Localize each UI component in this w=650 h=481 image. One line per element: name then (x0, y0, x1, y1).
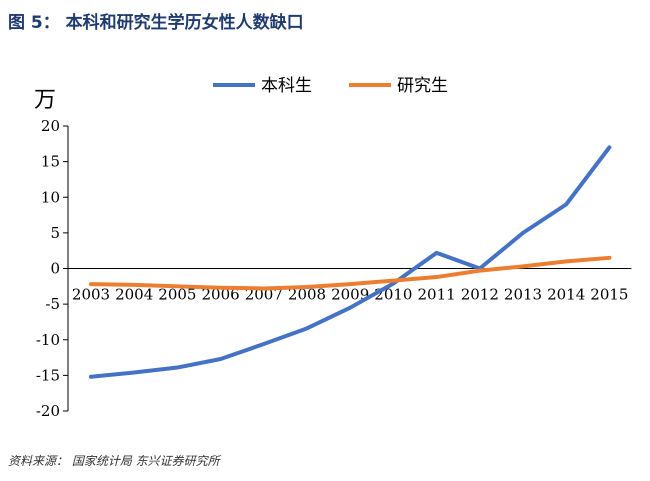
x-tick-label: 2006 (202, 286, 240, 304)
source-note: 资料来源： 国家统计局 东兴证券研究所 (8, 454, 220, 468)
x-tick-label: 2008 (288, 286, 326, 304)
series-line-1 (89, 145, 612, 379)
y-tick-label: -5 (45, 295, 60, 313)
x-tick-label: 2003 (72, 286, 110, 304)
y-tick-label: -10 (36, 331, 60, 349)
y-axis-unit: 万 (34, 88, 56, 113)
x-tick-label: 2012 (461, 286, 499, 304)
x-tick-label: 2014 (547, 286, 585, 304)
x-tick-label: 2013 (504, 286, 542, 304)
x-tick-label: 2011 (418, 286, 456, 304)
x-tick-label: 2015 (590, 286, 628, 304)
chart-title: 图 5： 本科和研究生学历女性人数缺口 (8, 13, 304, 33)
x-tick-label: 2005 (158, 286, 196, 304)
series-line-2 (89, 255, 612, 291)
y-tick-label: 0 (50, 260, 60, 278)
y-tick-label: -15 (36, 366, 60, 384)
legend-label: 研究生 (397, 76, 448, 96)
x-tick-label: 2010 (374, 286, 412, 304)
y-tick-label: -20 (36, 402, 60, 420)
x-tick-label: 2009 (331, 286, 369, 304)
y-tick-label: 20 (41, 117, 60, 135)
legend-label: 本科生 (261, 76, 312, 96)
y-axis: 20 15 10 5 0 -5 -10 -15 -20 (36, 117, 69, 420)
series-lines (89, 145, 612, 379)
y-tick-label: 5 (50, 224, 60, 242)
legend: 本科生 研究生 (213, 76, 448, 96)
y-tick-label: 15 (41, 153, 60, 171)
y-tick-label: 10 (41, 188, 60, 206)
x-tick-label: 2004 (115, 286, 153, 304)
